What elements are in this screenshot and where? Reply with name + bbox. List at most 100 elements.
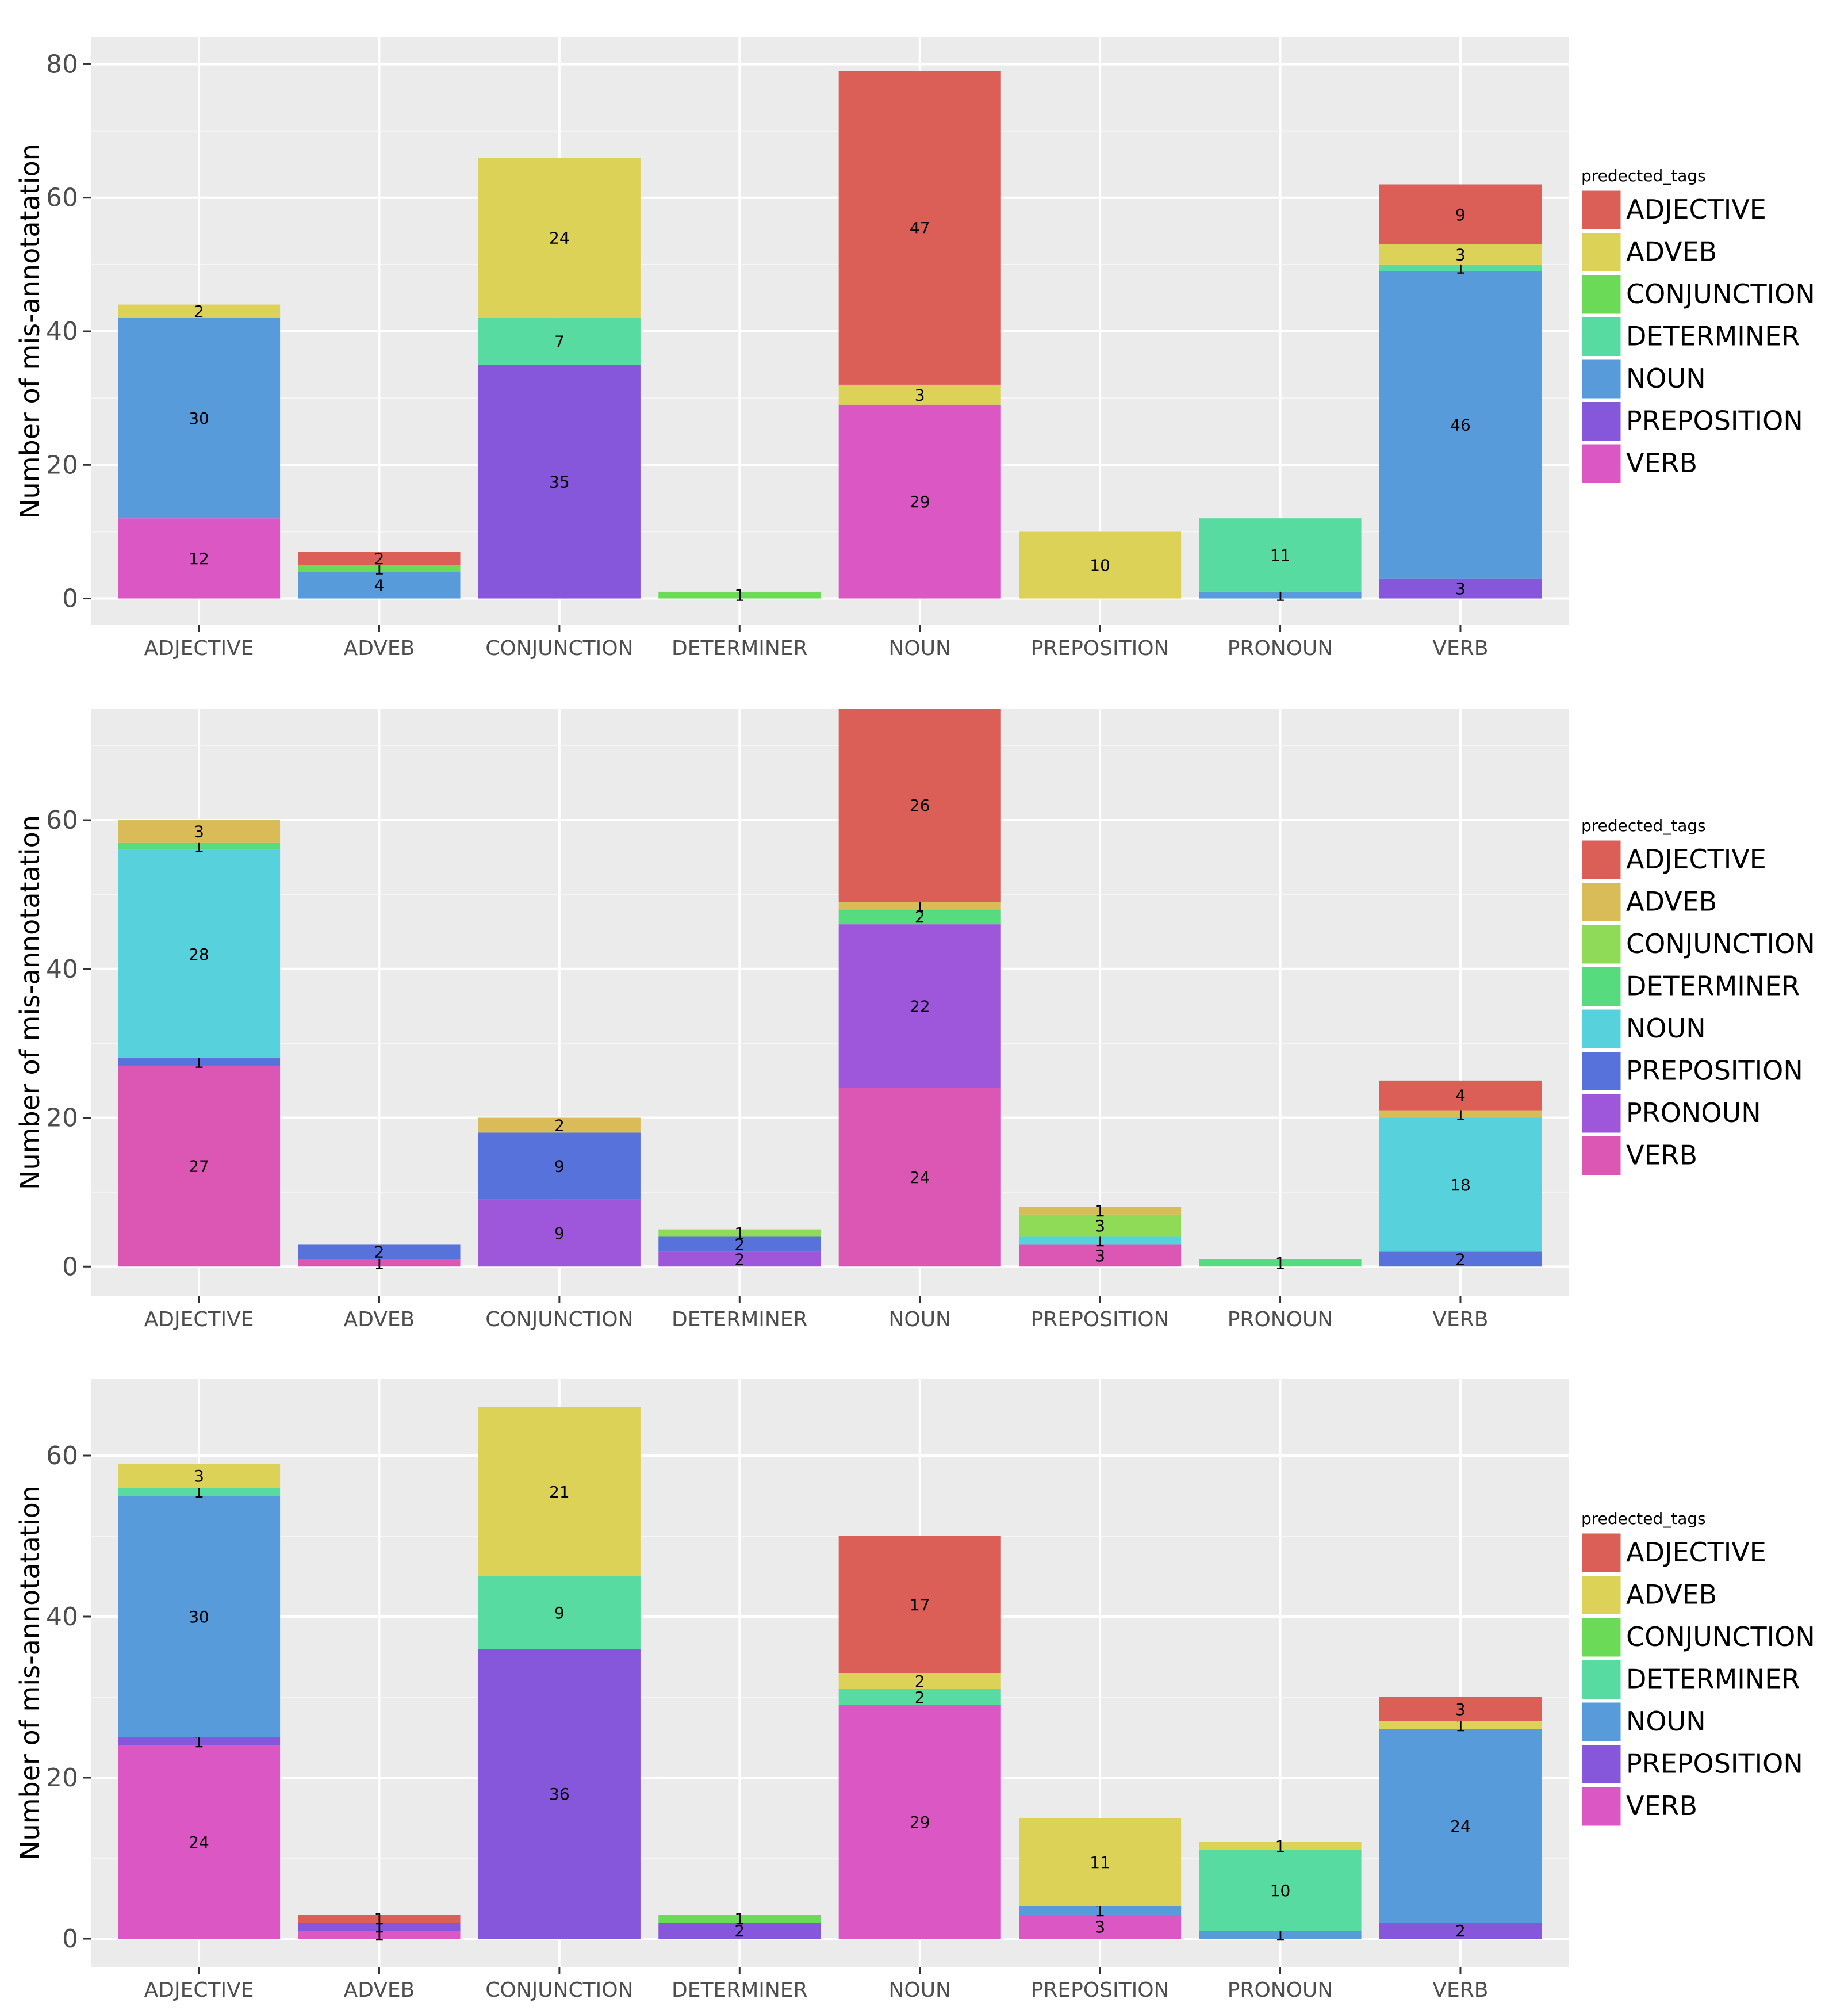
data-label: 24 bbox=[549, 228, 570, 247]
bar-segment bbox=[1379, 1729, 1542, 1923]
legend-label: VERB bbox=[1626, 1790, 1697, 1821]
x-tick-label: NOUN bbox=[888, 1978, 951, 2002]
x-tick-label: DETERMINER bbox=[672, 1308, 808, 1331]
bar-segment bbox=[1379, 1251, 1542, 1267]
y-tick-label: 0 bbox=[62, 1252, 78, 1281]
bar-segment bbox=[118, 518, 281, 599]
data-label: 1 bbox=[734, 1909, 745, 1928]
bar-segment bbox=[1379, 264, 1542, 271]
legend-key bbox=[1580, 273, 1623, 316]
data-label: 11 bbox=[1090, 1853, 1110, 1872]
bar-segment bbox=[1379, 184, 1542, 245]
legend: predected_tags ADJECTIVE ADVEB CONJUNCTION D… bbox=[1580, 166, 1815, 485]
bar-segment bbox=[118, 1745, 281, 1939]
data-label: 17 bbox=[910, 1595, 930, 1614]
data-label: 30 bbox=[189, 409, 209, 428]
x-tick-label: PRONOUN bbox=[1228, 1978, 1333, 2002]
y-tick-label: 60 bbox=[46, 1441, 78, 1471]
data-label: 29 bbox=[910, 1813, 930, 1832]
bar-segment bbox=[118, 1488, 281, 1496]
data-label: 2 bbox=[915, 1672, 925, 1691]
data-label: 12 bbox=[189, 549, 209, 568]
bar-segment bbox=[1379, 1117, 1542, 1252]
bar-segment bbox=[1379, 578, 1542, 599]
bar-segment bbox=[838, 924, 1001, 1088]
data-label: 3 bbox=[1095, 1917, 1105, 1936]
data-label: 2 bbox=[734, 1921, 745, 1940]
legend-key bbox=[1580, 1701, 1623, 1743]
bar-segment bbox=[478, 317, 641, 365]
legend-label: CONJUNCTION bbox=[1626, 278, 1815, 309]
data-label: 10 bbox=[1090, 556, 1110, 575]
bar-segment bbox=[1199, 1850, 1362, 1931]
legend-label: VERB bbox=[1626, 447, 1697, 478]
bar-segment bbox=[118, 820, 281, 843]
legend-key bbox=[1580, 966, 1623, 1008]
bar-segment bbox=[1019, 1207, 1182, 1215]
legend-key bbox=[1580, 358, 1623, 400]
bar-segment bbox=[1379, 1697, 1542, 1721]
bar-segment bbox=[1199, 1842, 1362, 1850]
data-label: 26 bbox=[910, 796, 930, 815]
bar-segment bbox=[658, 1251, 821, 1267]
data-label: 9 bbox=[1455, 205, 1466, 224]
x-tick-label: ADJECTIVE bbox=[144, 1978, 254, 2002]
bar-segment bbox=[478, 1576, 641, 1649]
bar-segment bbox=[838, 709, 1001, 902]
data-label: 2 bbox=[1455, 1921, 1466, 1940]
y-tick-label: 20 bbox=[46, 450, 78, 480]
data-label: 10 bbox=[1270, 1881, 1291, 1900]
data-label: 1 bbox=[1275, 1254, 1286, 1273]
legend-key bbox=[1580, 1050, 1623, 1092]
bar-segment bbox=[1019, 1214, 1182, 1237]
bar-segment bbox=[1199, 518, 1362, 592]
x-tick-label: NOUN bbox=[888, 637, 951, 660]
data-label: 36 bbox=[549, 1785, 570, 1804]
legend-key bbox=[1580, 231, 1623, 273]
data-label: 9 bbox=[554, 1603, 565, 1622]
x-tick-label: CONJUNCTION bbox=[485, 637, 633, 660]
data-label: 3 bbox=[1095, 1216, 1105, 1235]
data-label: 2 bbox=[374, 1242, 385, 1261]
data-label: 3 bbox=[915, 385, 925, 404]
bar-segment bbox=[478, 1407, 641, 1576]
legend-label: ADJECTIVE bbox=[1626, 194, 1766, 225]
bar-segment bbox=[658, 1236, 821, 1252]
legend-key bbox=[1580, 1743, 1623, 1785]
legend-label: VERB bbox=[1626, 1140, 1697, 1171]
chart-1: 0 20 40 60 80 ADJECTIVE ADVEB CONJUNCTION DETERM… bbox=[14, 37, 1815, 660]
legend-key bbox=[1580, 1135, 1623, 1177]
y-tick-label: 40 bbox=[46, 1602, 78, 1632]
bar-segment bbox=[478, 1649, 641, 1939]
bar-segment bbox=[838, 1689, 1001, 1705]
y-tick-label: 60 bbox=[46, 806, 78, 835]
y-tick-label: 40 bbox=[46, 317, 78, 346]
bar-segment bbox=[838, 1536, 1001, 1673]
data-label: 22 bbox=[910, 997, 930, 1016]
legend-key bbox=[1580, 1574, 1623, 1616]
y-tick-label: 20 bbox=[46, 1104, 78, 1133]
bar-segment bbox=[838, 909, 1001, 925]
legend-label: NOUN bbox=[1626, 363, 1706, 394]
data-label: 27 bbox=[189, 1157, 209, 1176]
legend-title: predected_tags bbox=[1581, 816, 1706, 835]
bar-segment bbox=[658, 1229, 821, 1237]
legend-label: ADJECTIVE bbox=[1626, 844, 1766, 875]
bar-segment bbox=[478, 365, 641, 599]
data-label: 2 bbox=[194, 302, 204, 321]
bar-segment bbox=[298, 552, 461, 565]
data-label: 9 bbox=[554, 1224, 565, 1243]
chart-2: 0 20 40 60 ADJECTIVE ADVEB CONJUNCTION DETERMIN… bbox=[14, 709, 1815, 1331]
data-label: 9 bbox=[554, 1157, 565, 1176]
legend-key bbox=[1580, 1785, 1623, 1828]
legend-label: DETERMINER bbox=[1626, 321, 1800, 352]
bar-segment bbox=[1199, 1931, 1362, 1939]
x-tick-label: ADJECTIVE bbox=[144, 637, 254, 660]
legend-label: DETERMINER bbox=[1626, 1664, 1800, 1695]
bar-segment bbox=[838, 404, 1001, 599]
data-label: 3 bbox=[1095, 1246, 1105, 1265]
bar-segment bbox=[658, 591, 821, 599]
x-tick-label: DETERMINER bbox=[672, 1978, 808, 2002]
legend-key bbox=[1580, 189, 1623, 231]
